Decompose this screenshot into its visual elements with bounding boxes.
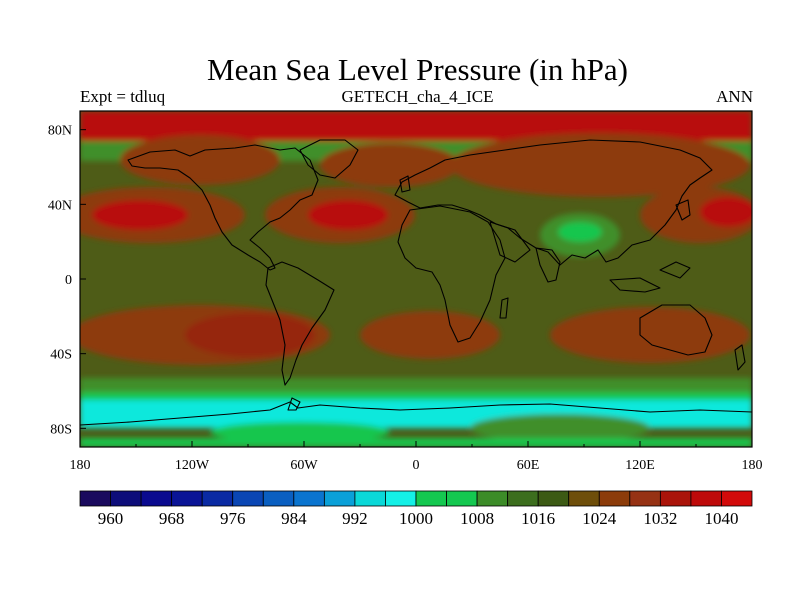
lon-tick-label: 120W [175,458,210,473]
colorbar-swatch [415,490,447,507]
pressure-field [80,111,752,447]
colorbar-swatch [629,490,661,507]
colorbar-swatch [385,490,417,507]
colorbar-swatch [354,490,386,507]
colorbar-swatch [140,490,173,507]
lat-tick-label: 40S [50,348,72,363]
colorbar-swatch [721,490,753,507]
colorbar-label: 1032 [643,509,677,528]
page-title: Mean Sea Level Pressure (in hPa) [207,52,628,87]
colorbar-swatch [690,490,722,507]
colorbar-label: 1016 [521,509,555,528]
colorbar-label: 992 [342,509,368,528]
colorbar-swatch [537,490,570,507]
colorbar-swatch [476,490,509,507]
colorbar-label: 1040 [704,509,738,528]
lat-tick-label: 0 [65,273,72,288]
colorbar-swatch [446,490,478,507]
colorbar-swatch [293,490,325,507]
lon-tick-label: 120E [625,458,655,473]
colorbar-swatch [598,490,631,507]
colorbar-swatch [201,490,234,507]
colorbar: 960 968 976 984 992 1000 1008 1016 1024 1032 1040 [79,490,753,528]
coastlines [80,139,752,426]
lon-tick-label: 180 [70,458,91,473]
colorbar-swatch [79,490,111,507]
colorbar-swatch [110,490,142,507]
axes: 180 120W 60W 0 60E 120E 180 80N 40N 0 40S 80S [48,124,763,473]
colorbar-swatch [507,490,539,507]
colorbar-label: 1000 [399,509,433,528]
colorbar-swatch [232,490,264,507]
colorbar-label: 976 [220,509,246,528]
colorbar-swatch [171,490,203,507]
colorbar-label: 1024 [582,509,617,528]
lat-tick-label: 80S [50,422,72,437]
dataset-label: GETECH_cha_4_ICE [341,87,494,106]
colorbar-label: 968 [159,509,185,528]
colorbar-swatch [262,490,295,507]
lon-tick-label: 0 [413,458,420,473]
season-label: ANN [716,87,753,106]
colorbar-swatch [323,490,356,507]
lon-tick-label: 60E [517,458,540,473]
colorbar-label: 1008 [460,509,494,528]
colorbar-swatch [659,490,692,507]
lat-tick-label: 80N [48,124,72,139]
lat-tick-label: 40N [48,198,72,213]
colorbar-label: 984 [281,509,307,528]
colorbar-swatch [568,490,600,507]
lon-tick-label: 180 [742,458,763,473]
colorbar-label: 960 [98,509,124,528]
lon-tick-label: 60W [290,458,318,473]
experiment-label: Expt = tdluq [80,87,166,106]
